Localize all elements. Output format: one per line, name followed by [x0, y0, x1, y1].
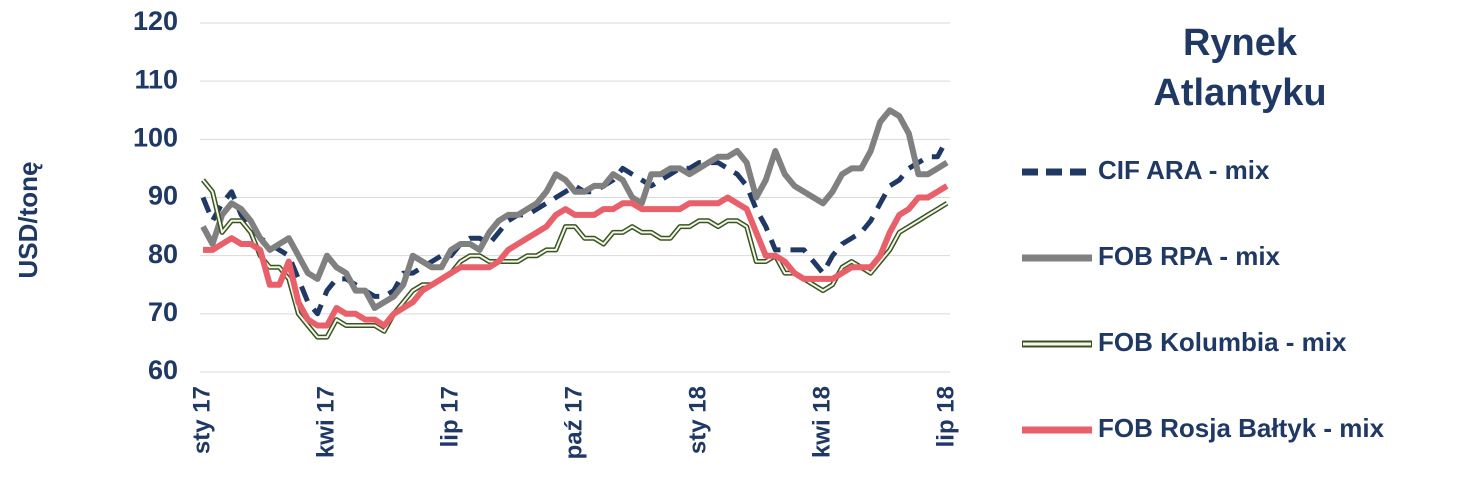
- x-tick-label: sty 17: [188, 386, 215, 454]
- y-tick-label: 70: [148, 297, 178, 327]
- legend-label: FOB RPA - mix: [1098, 241, 1281, 271]
- legend-label: CIF ARA - mix: [1098, 155, 1270, 185]
- y-tick-label: 100: [133, 122, 178, 152]
- x-tick-label: sty 18: [684, 386, 711, 454]
- series-line: [203, 183, 949, 329]
- x-tick-label: paź 17: [560, 386, 587, 459]
- series-line-inner: [202, 179, 948, 339]
- y-axis-label: USD/tonę: [13, 162, 43, 279]
- x-tick-label: lip 17: [436, 386, 463, 447]
- y-tick-label: 60: [148, 355, 178, 385]
- y-tick-label: 90: [148, 181, 178, 211]
- legend-label: FOB Kolumbia - mix: [1098, 327, 1347, 357]
- y-tick-label: 110: [134, 64, 178, 94]
- series-line: [200, 107, 949, 311]
- y-tick-label: 120: [133, 6, 178, 36]
- x-tick-label: kwi 18: [808, 386, 835, 458]
- legend-label: FOB Rosja Bałtyk - mix: [1098, 413, 1385, 443]
- x-tick-label: lip 18: [932, 386, 959, 447]
- chart-title: Rynek Atlantyku: [1153, 22, 1327, 114]
- series-line: [200, 138, 950, 317]
- x-tick-label: kwi 17: [312, 386, 339, 458]
- y-tick-label: 80: [148, 239, 178, 269]
